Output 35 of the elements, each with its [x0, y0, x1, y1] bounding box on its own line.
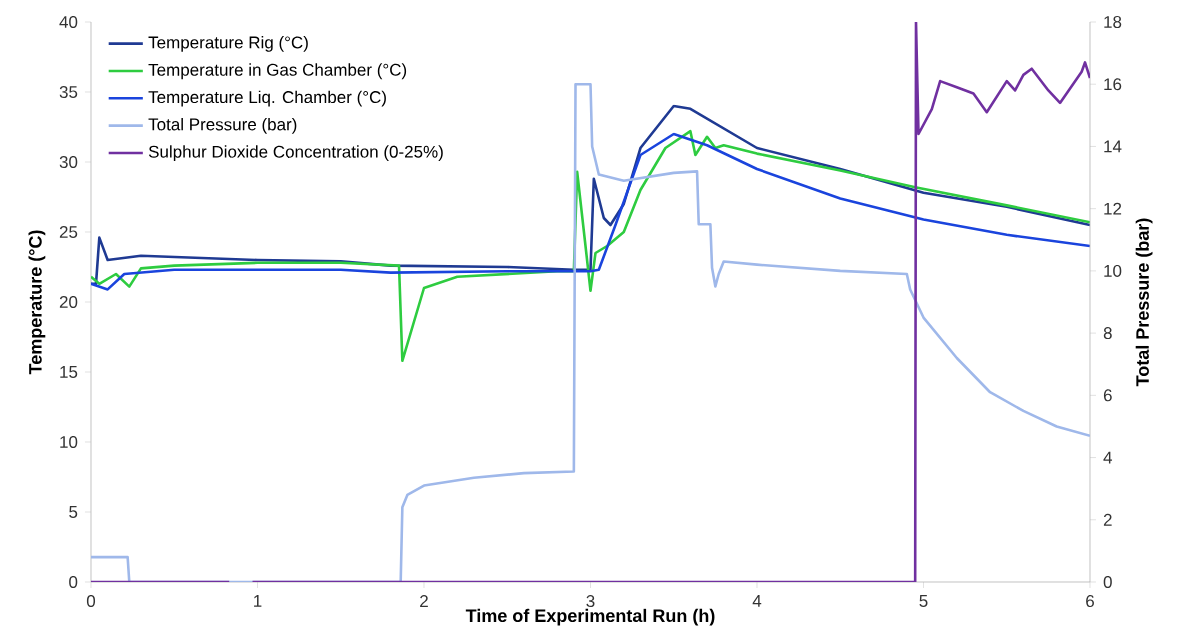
x-tick-label: 2 [420, 595, 428, 607]
y2-tick-label: 6 [1103, 389, 1112, 402]
y-tick-label: 35 [59, 86, 78, 99]
y2-tick-label: 0 [1103, 576, 1112, 589]
legend-label: Temperature Liq. Chamber (°C) [148, 90, 386, 107]
y-tick-label: 20 [59, 296, 78, 309]
y-tick-label: 15 [60, 366, 78, 378]
y-tick-label: 5 [69, 506, 78, 518]
y2-tick-label: 4 [1103, 451, 1113, 464]
y2-axis-title: Total Pressure (bar) [1135, 218, 1153, 387]
x-tick-label: 5 [919, 595, 928, 607]
x-tick-label: 0 [86, 595, 96, 608]
y2-tick-label: 2 [1103, 513, 1112, 526]
legend-label: Sulphur Dioxide Concentration (0-25%) [148, 145, 443, 162]
y-tick-label: 40 [59, 16, 78, 29]
legend-label: Total Pressure (bar) [148, 117, 297, 134]
y2-tick-label: 10 [1104, 264, 1122, 277]
x-tick-label: 3 [586, 595, 595, 608]
line-series [91, 132, 1090, 291]
y-axis-title: Temperature (°C) [28, 230, 46, 375]
y2-tick-label: 16 [1104, 78, 1122, 91]
y-tick-label: 0 [69, 576, 78, 589]
legend-label: Temperature Rig (°C) [148, 35, 308, 52]
x-tick-label: 6 [1086, 595, 1094, 608]
x-axis-title: Time of Experimental Run (h) [465, 608, 715, 626]
y2-tick-label: 18 [1104, 16, 1122, 29]
x-tick-label: 4 [752, 595, 762, 607]
y-tick-label: 10 [60, 436, 78, 449]
y2-tick-label: 8 [1103, 327, 1112, 340]
x-tick-label: 1 [254, 595, 262, 607]
y-tick-label: 25 [59, 226, 78, 239]
y2-tick-label: 12 [1104, 202, 1122, 215]
y-tick-label: 30 [59, 156, 78, 169]
y2-tick-label: 14 [1104, 140, 1122, 153]
legend-label: Temperature in Gas Chamber (°C) [148, 63, 407, 80]
